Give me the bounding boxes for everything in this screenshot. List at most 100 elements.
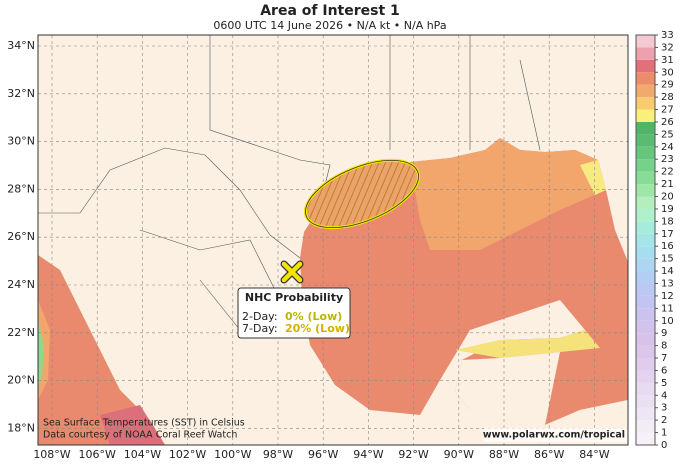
colorbar-label: 18: [661, 216, 674, 227]
lat-label: 22°N: [7, 326, 35, 339]
colorbar-cell: [636, 246, 655, 259]
pacific-warm: [100, 405, 165, 445]
pacific-sst: [38, 255, 165, 445]
colorbar-cell: [636, 121, 655, 135]
colorbar-cell: [636, 84, 655, 98]
title: Area of Interest 1: [260, 3, 400, 19]
colorbar-label: 2: [661, 415, 667, 426]
watermark: www.polarwx.com/tropical: [483, 430, 625, 441]
colorbar-cell: [636, 233, 655, 247]
map: NHC Probability 2-Day: 0% (Low) 7-Day: 2…: [38, 35, 628, 445]
colorbar-label: 17: [661, 229, 674, 240]
lat-label: 34°N: [7, 39, 35, 52]
colorbar-cell: [636, 59, 655, 73]
lon-label: 106°W: [79, 448, 116, 461]
lon-label: 104°W: [124, 448, 161, 461]
colorbar-cell: [636, 72, 655, 85]
lat-label: 30°N: [7, 135, 35, 148]
colorbar-label: 22: [661, 167, 674, 178]
colorbar-cell: [636, 382, 655, 396]
colorbar-label: 0: [661, 440, 667, 451]
colorbar-label: 12: [661, 291, 674, 302]
colorbar-label: 10: [661, 316, 674, 327]
colorbar-label: 33: [661, 30, 674, 41]
colorbar-label: 23: [661, 154, 674, 165]
disturbance-marker: [280, 260, 304, 284]
colorbar-cell: [636, 35, 655, 48]
colorbar-cell: [636, 97, 655, 110]
colorbar-label: 32: [661, 42, 674, 53]
colorbar-cell: [636, 420, 655, 433]
lat-label: 32°N: [7, 87, 35, 100]
colorbar-label: 8: [661, 341, 667, 352]
lat-label: 28°N: [7, 182, 35, 195]
lon-label: 92°W: [398, 448, 428, 461]
graticule: [38, 35, 628, 445]
colorbar-label: 16: [661, 241, 674, 252]
lon-label: 86°W: [534, 448, 564, 461]
lon-label: 90°W: [444, 448, 474, 461]
colorbar-cell: [636, 184, 655, 197]
pacific-green: [38, 320, 44, 390]
colorbar-cell: [636, 47, 655, 60]
callout-box: [237, 287, 351, 339]
colorbar-label: 28: [661, 92, 674, 103]
colorbar-label: 21: [661, 179, 674, 190]
colorbar-cell: [636, 320, 655, 334]
colorbar-label: 14: [661, 266, 674, 277]
colorbar-label: 7: [661, 353, 667, 364]
colorbar-cell: [636, 370, 655, 383]
map-frame: [37, 34, 629, 446]
colorbar-label: 3: [661, 403, 667, 414]
colorbar-cell: [636, 258, 655, 272]
colorbar-label: 11: [661, 303, 674, 314]
colorbar-label: 25: [661, 129, 674, 140]
lat-label: 18°N: [7, 421, 35, 434]
day7-label: 7-Day:: [242, 322, 278, 335]
colorbar-label: 1: [661, 428, 667, 439]
footnote: Sea Surface Temperatures (SST) in Celsiu…: [43, 418, 245, 429]
lon-label: 84°W: [579, 448, 609, 461]
lon-label: 98°W: [263, 448, 293, 461]
colorbar-label: 13: [661, 278, 674, 289]
colorbar-label: 20: [661, 192, 674, 203]
colorbar-cell: [636, 171, 655, 185]
subtitle: 0600 UTC 14 June 2026 • N/A kt • N/A hPa: [213, 19, 446, 32]
lon-label: 94°W: [353, 448, 383, 461]
colorbar-label: 5: [661, 378, 667, 389]
lon-label: 102°W: [169, 448, 206, 461]
colorbar-cell: [636, 134, 655, 147]
colorbar-label: 4: [661, 390, 667, 401]
lat-label: 20°N: [7, 374, 35, 387]
colorbar-label: 24: [661, 142, 674, 153]
day2-value: 0% (Low): [285, 310, 342, 323]
watermark-bg: [484, 428, 628, 442]
colorbar-label: 15: [661, 254, 674, 265]
outlook-outline: [305, 159, 419, 229]
colorbar-cell: [636, 308, 655, 321]
lon-label: 108°W: [33, 448, 70, 461]
colorbar-label: 31: [661, 55, 674, 66]
lon-label: 88°W: [489, 448, 519, 461]
colorbar-label: 29: [661, 80, 674, 91]
lon-label: 100°W: [214, 448, 251, 461]
day7-value: 20% (Low): [285, 322, 350, 335]
colorbar-cell: [636, 109, 655, 122]
colorbar: 0123456789101112131415161718192021222324…: [635, 30, 674, 451]
yucatan-upwelling: [455, 330, 600, 358]
colorbar-cell: [636, 407, 655, 421]
colorbar-cell: [636, 221, 655, 234]
day2-label: 2-Day:: [242, 310, 278, 323]
colorbar-cell: [636, 283, 655, 296]
colorbar-frame: [635, 34, 656, 446]
colorbar-cell: [636, 271, 655, 284]
colorbar-label: 9: [661, 328, 667, 339]
colorbar-cell: [636, 345, 655, 359]
colorbar-cell: [636, 146, 655, 160]
colorbar-cell: [636, 295, 655, 309]
lon-label: 96°W: [308, 448, 338, 461]
yucatan: [455, 352, 560, 445]
colorbar-cell: [636, 159, 655, 172]
colorbar-label: 26: [661, 117, 674, 128]
